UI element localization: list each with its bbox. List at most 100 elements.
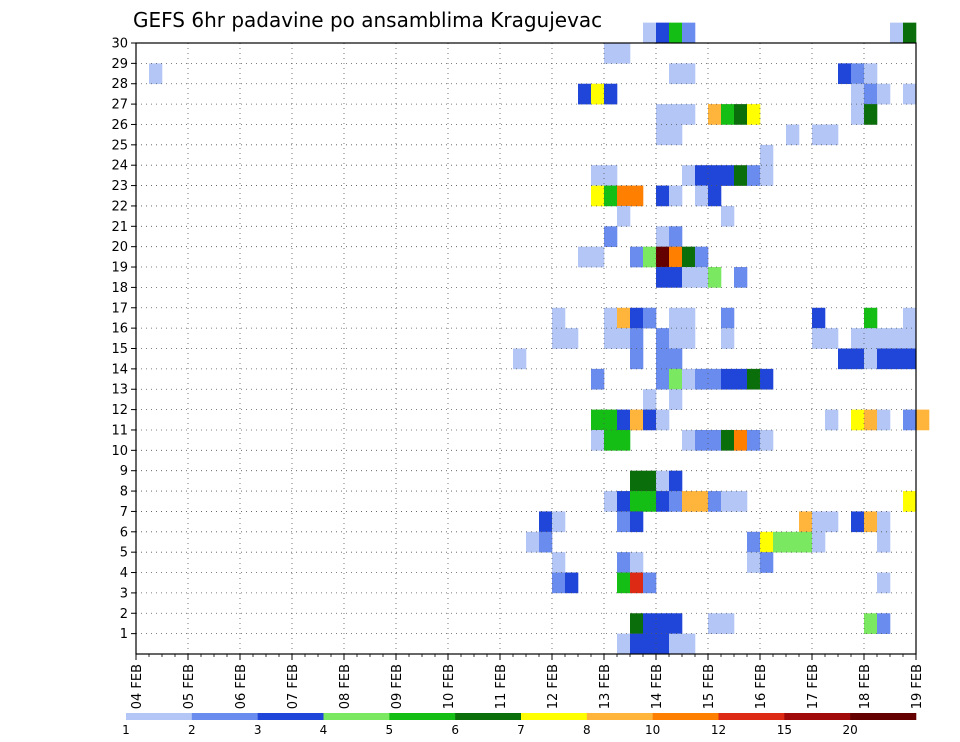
heatmap-cell — [721, 104, 735, 125]
heatmap-cell — [617, 328, 631, 349]
heatmap-cell — [669, 226, 683, 247]
x-tick-label: 12 FEB — [546, 664, 561, 709]
heatmap-cell — [682, 267, 696, 288]
heatmap-cell — [682, 246, 696, 268]
heatmap-cell — [890, 348, 904, 370]
heatmap-cell — [643, 409, 657, 431]
x-tick-label: 17 FEB — [806, 664, 821, 709]
heatmap-cell — [695, 165, 709, 186]
heatmap-cell — [708, 185, 722, 207]
colorbar-swatch — [652, 713, 719, 720]
heatmap-cell — [877, 83, 891, 105]
heatmap-cell — [591, 246, 605, 268]
heatmap-cell — [643, 633, 657, 655]
heatmap-cell — [708, 267, 722, 288]
heatmap-cell — [734, 429, 748, 451]
heatmap-cell — [643, 572, 657, 594]
heatmap-cell — [669, 348, 683, 370]
heatmap-cell — [877, 511, 891, 533]
heatmap-cell — [604, 491, 618, 512]
heatmap-cell — [630, 409, 644, 431]
y-tick-label: 2 — [120, 607, 128, 622]
grid-lines — [136, 43, 916, 654]
y-tick-label: 7 — [120, 505, 128, 520]
y-tick-label: 16 — [111, 322, 128, 337]
colorbar-label: 2 — [188, 723, 196, 737]
heatmap-cell — [656, 267, 670, 288]
colorbar-label: 1 — [122, 723, 130, 737]
heatmap-cell — [721, 328, 735, 349]
heatmap-cell — [604, 83, 618, 105]
y-tick-label: 26 — [111, 118, 128, 133]
colorbar-label: 7 — [517, 723, 525, 737]
y-tick-label: 25 — [111, 138, 128, 153]
heatmap-cell — [695, 246, 709, 268]
heatmap-cell — [864, 409, 878, 431]
heatmap-cell — [643, 613, 657, 634]
colorbar-swatch — [784, 713, 851, 720]
heatmap-cell — [903, 307, 917, 329]
heatmap-cell — [617, 205, 631, 227]
y-tick-label: 17 — [111, 301, 128, 316]
heatmap-cell — [669, 613, 683, 634]
heatmap-cell — [682, 104, 696, 125]
heatmap-cell — [656, 104, 670, 125]
heatmap-cell — [539, 511, 553, 533]
heatmap-cell — [877, 328, 891, 349]
heatmap-cell — [656, 226, 670, 247]
heatmap-cell — [851, 104, 865, 125]
heatmap-cell — [565, 572, 579, 594]
heatmap-cell — [760, 429, 774, 451]
heatmap-cell — [734, 491, 748, 512]
heatmap-cell — [669, 470, 683, 492]
heatmap-cell — [591, 185, 605, 207]
heatmap-cell — [903, 22, 917, 44]
heatmap-cell — [604, 226, 618, 247]
heatmap-cell — [747, 165, 761, 186]
heatmap-cell — [721, 205, 735, 227]
heatmap-cell — [604, 165, 618, 186]
colorbar-swatch — [257, 713, 324, 720]
heatmap-cell — [656, 328, 670, 349]
colorbar-swatch — [521, 713, 588, 720]
y-tick-label: 9 — [120, 464, 128, 479]
heatmap-cell — [812, 511, 826, 533]
colorbar-label: 10 — [645, 723, 660, 737]
heatmap-cell — [812, 531, 826, 553]
heatmap-cell — [903, 328, 917, 349]
heatmap-cell — [656, 613, 670, 634]
heatmap-cell — [669, 389, 683, 410]
heatmap-cell — [539, 531, 553, 553]
y-tick-label: 19 — [111, 261, 128, 276]
colorbar-swatch — [323, 713, 390, 720]
heatmap-cell — [695, 491, 709, 512]
heatmap-cell — [682, 307, 696, 329]
heatmap-cell — [799, 531, 813, 553]
heatmap-cell — [591, 368, 605, 390]
x-tick-label: 19 FEB — [910, 664, 925, 709]
heatmap-cell — [825, 124, 839, 146]
heatmap-cell — [669, 633, 683, 655]
heatmap-cell — [578, 83, 592, 105]
heatmap-cell — [786, 124, 800, 146]
colorbar-swatch — [718, 713, 785, 720]
heatmap-cell — [630, 328, 644, 349]
heatmap-cell — [799, 511, 813, 533]
heatmap-cell — [838, 63, 852, 85]
heatmap-cell — [552, 552, 566, 573]
heatmap-cell — [877, 409, 891, 431]
colorbar-label: 12 — [711, 723, 726, 737]
heatmap-cell — [695, 429, 709, 451]
heatmap-cell — [604, 185, 618, 207]
y-tick-label: 6 — [120, 525, 128, 540]
heatmap-cell — [617, 185, 631, 207]
heatmap-cell — [760, 165, 774, 186]
heatmap-cell — [721, 165, 735, 186]
heatmap-cell — [591, 165, 605, 186]
colorbar-legend: 1 2 3 4 5 6 7 8 10 12 15 20 — [122, 713, 917, 737]
heatmap-cell — [617, 307, 631, 329]
y-tick-label: 14 — [111, 362, 128, 377]
heatmap-cell — [708, 368, 722, 390]
heatmap-cell — [669, 104, 683, 125]
heatmap-cell — [682, 22, 696, 44]
